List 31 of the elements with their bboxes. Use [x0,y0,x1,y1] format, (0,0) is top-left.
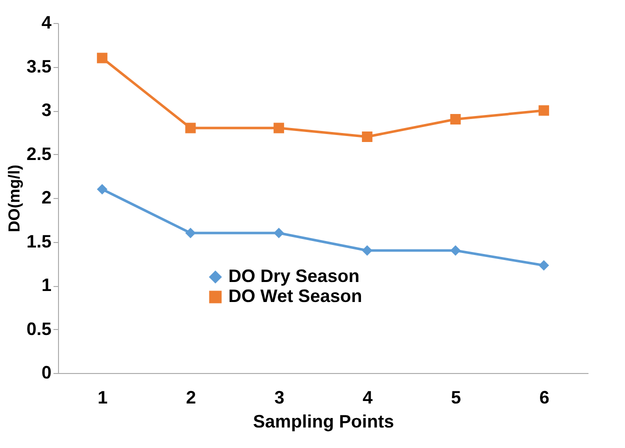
x-tick-label: 4 [362,388,373,408]
x-tick-label: 3 [274,388,284,408]
x-tick-label: 1 [98,388,108,408]
y-tick-label: 3 [41,100,52,120]
y-axis-title: DO(mg/l) [6,164,24,232]
x-tick-label: 2 [186,388,196,408]
point [274,228,284,238]
legend-label: DO Dry Season [228,266,360,286]
point [538,105,550,116]
point [450,114,461,124]
point [96,52,108,64]
point [185,228,196,238]
legend-label: DO Wet Season [228,286,362,306]
y-tick-label: 2 [41,188,52,208]
point [450,245,461,256]
y-tick-label: 3.5 [26,56,52,76]
x-tick-label: 5 [450,388,462,408]
point [362,132,372,142]
y-tick-label: 0.5 [26,318,52,339]
point [538,260,550,271]
point [362,245,372,256]
y-tick-label: 0 [41,362,52,382]
y-tick-label: 2.5 [26,144,52,164]
y-tick-label: 4 [41,12,52,32]
y-tick-label: 1 [41,275,52,295]
x-axis-title: Sampling Points [252,412,394,432]
point [96,184,108,194]
x-tick-label: 6 [539,388,550,408]
y-tick-label: 1.5 [26,231,52,252]
point [185,122,196,134]
point [274,122,284,134]
